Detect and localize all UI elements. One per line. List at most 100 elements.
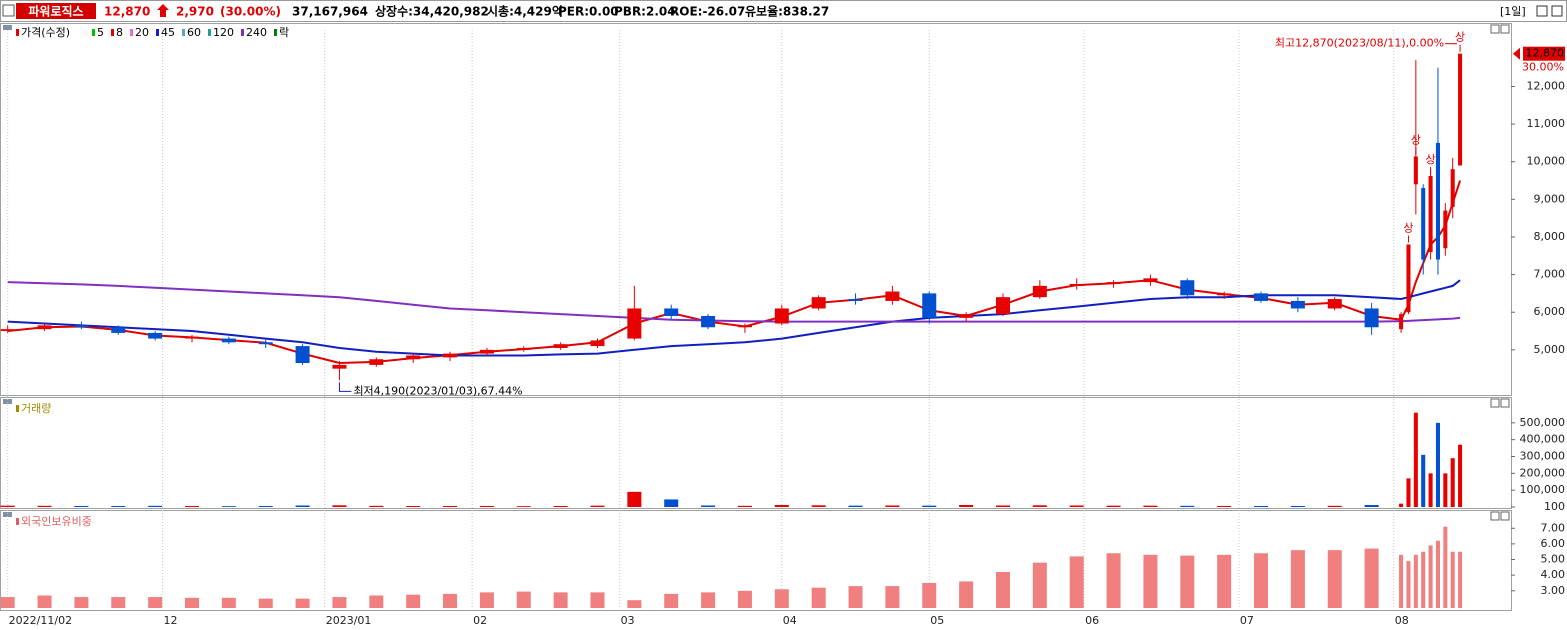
bar [553, 592, 568, 608]
bar [1406, 478, 1411, 507]
legend-swatch [130, 29, 133, 36]
bar [664, 499, 679, 507]
bar [1443, 473, 1448, 507]
bar [516, 591, 531, 608]
up-arrow [157, 4, 169, 17]
y-tick-label: 500,000 [1520, 416, 1566, 429]
candle-body [1254, 293, 1269, 301]
bar [443, 593, 458, 608]
checkbox[interactable] [2, 4, 15, 17]
bar [627, 600, 642, 608]
window-button[interactable] [1536, 5, 1548, 17]
price-tag-arrow [1513, 47, 1520, 60]
legend-swatch [182, 29, 185, 36]
bar [295, 598, 310, 608]
bar [295, 505, 310, 507]
period[interactable]: [1일] [1500, 4, 1526, 18]
bar [111, 505, 126, 507]
candle-body [811, 297, 826, 309]
market-cap: 시총:4,429억 [487, 4, 563, 19]
candle-body [1421, 188, 1426, 260]
x-tick-label: 03 [621, 614, 635, 627]
bar [1143, 554, 1158, 608]
candle-body [1413, 156, 1418, 185]
y-tick-label: 9,000 [1534, 192, 1566, 205]
candle-body [627, 308, 642, 339]
panel-title: 외국인보유비중 [21, 515, 92, 528]
bar [1406, 561, 1411, 608]
bar [1106, 505, 1121, 507]
bar [922, 505, 937, 507]
candle-body [74, 325, 89, 328]
y-tick-label: 3.00 [1541, 584, 1566, 597]
panel-button[interactable] [1490, 24, 1500, 34]
y-tick-label: 8,000 [1534, 230, 1566, 243]
candle-body [1143, 278, 1158, 283]
candle-body [258, 342, 273, 345]
candle-body [0, 329, 15, 332]
y-tick-label: 7.00 [1541, 521, 1566, 534]
bar [1254, 553, 1269, 608]
bar [922, 582, 937, 608]
x-tick-label: 07 [1240, 614, 1254, 627]
bar [1327, 505, 1342, 507]
x-tick-label: 04 [783, 614, 797, 627]
price-tag-label: 12,870 [1526, 47, 1565, 60]
bar [479, 505, 494, 507]
volume: 37,167,964 [292, 5, 368, 19]
candle-body [1180, 280, 1195, 296]
candle-body [701, 315, 716, 328]
panel-button[interactable] [1500, 24, 1510, 34]
price-tag-change: 30.00% [1522, 61, 1564, 74]
bar [1450, 458, 1455, 507]
bar [774, 504, 789, 507]
x-tick-label: 2023/01 [326, 614, 372, 627]
bar [516, 506, 531, 507]
y-tick-label: 7,000 [1534, 268, 1566, 281]
panel-icon[interactable] [3, 399, 12, 404]
panel-icon[interactable] [3, 512, 12, 517]
bar [885, 505, 900, 507]
candle-body [37, 325, 52, 330]
bar [37, 595, 52, 608]
candle-body [995, 297, 1010, 315]
bar [1364, 504, 1379, 507]
bar [258, 598, 273, 608]
bar [111, 597, 126, 608]
stock-name-box [16, 3, 96, 19]
bar [664, 593, 679, 608]
bar [406, 594, 421, 608]
panel-button[interactable] [1500, 398, 1510, 408]
legend-swatch [156, 29, 159, 36]
bar [1032, 505, 1047, 507]
bar [74, 505, 89, 507]
bar [995, 505, 1010, 507]
x-tick-label: 2022/11/02 [9, 614, 72, 627]
bar [701, 592, 716, 608]
bar [590, 592, 605, 608]
candle-body [1106, 282, 1121, 284]
legend-swatch [241, 29, 244, 36]
legend-item: 락 [279, 26, 289, 39]
legend-swatch [274, 29, 277, 36]
candle-body [369, 359, 384, 365]
limit-up-label: 상 [1403, 221, 1413, 234]
bar [1421, 551, 1426, 608]
bar [811, 505, 826, 507]
bar [848, 586, 863, 608]
candle-body [221, 338, 236, 343]
y-tick-label: 300,000 [1520, 450, 1566, 463]
bar [332, 597, 347, 608]
candle-body [1217, 293, 1232, 296]
panel-icon[interactable] [3, 25, 12, 30]
panel-button[interactable] [1500, 511, 1510, 521]
candle-body [1069, 283, 1084, 286]
panel-button[interactable] [1490, 398, 1500, 408]
y-tick-label: 400,000 [1520, 433, 1566, 446]
bar [221, 506, 236, 507]
x-tick-label: 08 [1395, 614, 1409, 627]
x-tick-label: 02 [473, 614, 487, 627]
close-button[interactable] [1551, 5, 1563, 17]
candle-body [1364, 308, 1379, 328]
panel-button[interactable] [1490, 511, 1500, 521]
